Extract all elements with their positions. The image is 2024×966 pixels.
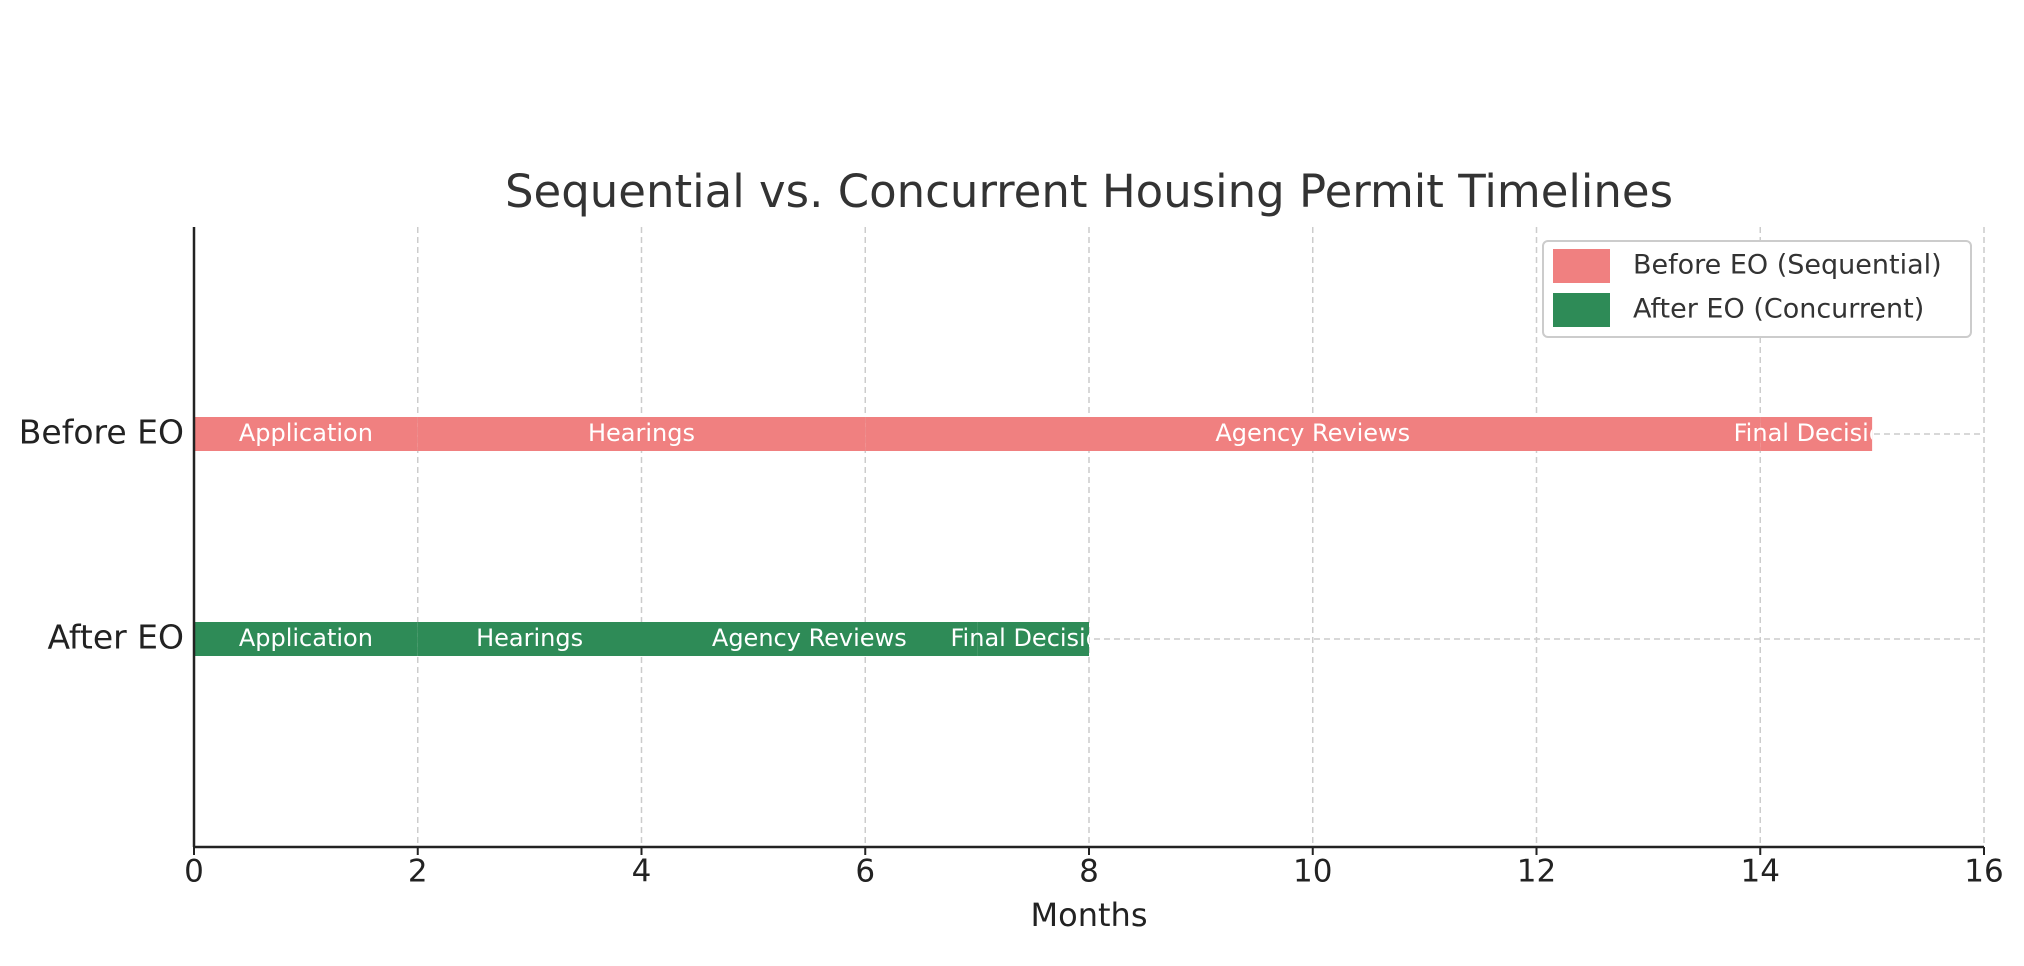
bar-segment	[417, 622, 642, 656]
bar-label: Hearings	[476, 624, 583, 652]
chart-title: Sequential vs. Concurrent Housing Permit…	[505, 165, 1673, 218]
bar-segment	[194, 622, 418, 656]
bar-segment	[865, 417, 1761, 451]
bar-segment	[194, 417, 418, 451]
legend-label: Before EO (Sequential)	[1633, 250, 1942, 281]
bar-label: Application	[239, 624, 373, 652]
x-tick-label: 16	[1964, 854, 2003, 890]
bar-segment	[641, 622, 978, 656]
legend-box	[1542, 240, 1972, 338]
legend: Before EO (Sequential) After EO (Concurre…	[1542, 240, 1972, 338]
legend-swatch	[1553, 293, 1610, 327]
legend-swatch	[1553, 249, 1610, 283]
bar-segment	[1760, 417, 1873, 451]
x-tick-label: 12	[1517, 854, 1556, 890]
x-tick-label: 6	[855, 854, 875, 890]
y-tick-label: After EO	[47, 618, 184, 657]
x-tick-label: 0	[184, 854, 204, 890]
legend-label: After EO (Concurrent)	[1633, 294, 1924, 325]
x-tick-label: 14	[1741, 854, 1780, 890]
bar-segment	[977, 622, 1089, 656]
x-tick-label: 8	[1079, 854, 1099, 890]
bar-label: Final Decision	[951, 624, 1116, 652]
x-tick-label: 4	[632, 854, 652, 890]
x-tick-label: 10	[1293, 854, 1332, 890]
bar-label: Hearings	[588, 419, 695, 447]
bar-segment	[417, 417, 866, 451]
y-tick-label: Before EO	[19, 413, 184, 452]
bar-label: Application	[239, 419, 373, 447]
bar-label: Final Decision	[1734, 419, 1899, 447]
bar-label: Agency Reviews	[712, 624, 907, 652]
x-tick-label: 2	[408, 854, 428, 890]
x-axis-label: Months	[1031, 896, 1148, 934]
bar-label: Agency Reviews	[1215, 419, 1410, 447]
